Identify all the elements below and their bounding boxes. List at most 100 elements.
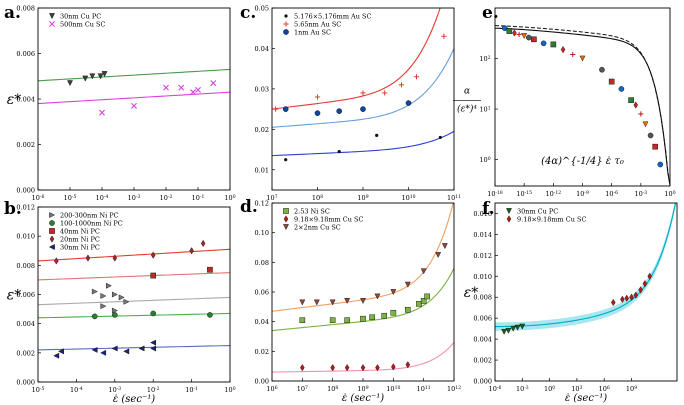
data-point [284, 158, 288, 162]
fit-curve [38, 312, 230, 319]
panel-label: e. [482, 3, 499, 23]
data-point [99, 109, 105, 116]
y-tick-label: 0.03 [255, 85, 269, 93]
x-tick-label: 10-12 [546, 190, 562, 199]
legend: 30nm Cu PC9.18×9.18mm Cu SC [506, 208, 586, 224]
y-tick-label: 0.008 [16, 262, 35, 270]
x-tick-label: 1010 [386, 385, 400, 394]
data-point [505, 327, 512, 334]
fit-curve [272, 8, 441, 110]
data-point [314, 110, 321, 116]
data-point [283, 29, 289, 35]
x-stroke [195, 86, 201, 93]
data-point [82, 75, 89, 82]
x-tick-label: 109 [357, 194, 368, 203]
data-point [300, 364, 305, 372]
data-point [100, 293, 107, 299]
data-point [138, 345, 145, 352]
x-tick-label: 106 [266, 385, 277, 394]
data-point [633, 101, 638, 109]
data-point [441, 33, 447, 39]
data-point [111, 345, 118, 352]
data-point [390, 289, 397, 296]
data-point [638, 286, 643, 294]
legend-entry: 2×2nm Cu SC [294, 224, 341, 232]
data-point [53, 352, 60, 359]
y-tick-label: 102 [479, 55, 490, 64]
panel-label: c. [240, 3, 256, 23]
data-point [531, 36, 537, 43]
y-ticks: 0.000 0.002 0.004 0.006 0.008 [16, 5, 41, 195]
data-point [652, 143, 658, 150]
x-tick-label: 108 [312, 194, 323, 203]
legend-entry: 100-1000nm Ni PC [60, 220, 123, 228]
y-tick-label: 0.08 [255, 259, 269, 267]
x-tick-label: 107 [297, 385, 308, 394]
data-point [633, 291, 639, 299]
y-tick-label: 0.04 [255, 45, 269, 53]
data-point [510, 325, 517, 332]
data-point [344, 298, 351, 304]
data-point [91, 313, 98, 320]
fit-curve [272, 48, 454, 128]
data-point [299, 317, 306, 323]
data-point [100, 303, 107, 310]
y-tick-label: 0.12 [255, 200, 269, 208]
data-point [360, 315, 366, 322]
data-point [195, 86, 201, 93]
x-ticks: 10-6 10-5 10-4 10-3 10-2 10-1 100 [32, 187, 236, 202]
data-point [283, 21, 289, 27]
data-point [49, 13, 55, 20]
legend: 2.53 Ni SC9.18×9.18mm Cu SC2×2nm Cu SC [283, 208, 363, 232]
data-point [514, 324, 521, 331]
x-tick-label: 10-3 [516, 385, 529, 394]
data-point [284, 14, 288, 18]
data-point [313, 299, 320, 306]
data-point [111, 307, 118, 314]
data-point [360, 106, 366, 112]
data-point [628, 97, 634, 103]
data-point [629, 293, 634, 301]
y-tick-label: 0.000 [16, 379, 35, 387]
legend-entry: 20nm Ni PC [60, 236, 100, 244]
x-tick-label: 100 [224, 194, 235, 203]
y-tick-label: 0.006 [16, 291, 35, 299]
y-tick-label: 100 [479, 156, 490, 165]
data-point [89, 73, 96, 80]
x-tick-label: 10-3 [634, 190, 647, 199]
data-point [210, 80, 217, 87]
data-point [299, 299, 306, 306]
y-tick-label: 0.002 [473, 357, 492, 365]
x-tick-label: 10-18 [487, 190, 503, 199]
data-point [519, 323, 526, 330]
fit-curve-dashed [495, 25, 670, 186]
data-point [283, 215, 289, 223]
data-point [382, 90, 388, 96]
x-tick-label: 10-9 [576, 190, 589, 199]
data-point [424, 293, 430, 300]
y-tick-label: 0.004 [16, 96, 35, 104]
data-point [112, 254, 118, 262]
data-point [642, 280, 648, 288]
y-axis-label-den: (ε*)⁴ [457, 104, 477, 115]
data-point [273, 106, 279, 112]
x-stroke [99, 109, 105, 116]
x-tick-label: 107 [266, 194, 277, 203]
x-tick-label: 1010 [401, 194, 415, 203]
data-point [624, 294, 629, 302]
data-point [283, 208, 289, 214]
data-point [579, 55, 586, 62]
y-tick-label: 0.10 [255, 229, 269, 237]
data-point [48, 244, 55, 250]
y-axis-label: ε* [464, 285, 479, 301]
y-tick-label: 0.05 [255, 5, 269, 13]
x-tick-label: 100 [224, 386, 235, 395]
data-point [441, 243, 448, 250]
y-ticks: 0.000 0.002 0.004 0.006 0.008 0.010 0.012 [16, 204, 41, 387]
y-axis-label: ε* [7, 92, 22, 108]
data-point [374, 293, 381, 300]
x-tick-label: 10-2 [147, 386, 160, 395]
y-tick-label: 0.000 [16, 187, 35, 195]
